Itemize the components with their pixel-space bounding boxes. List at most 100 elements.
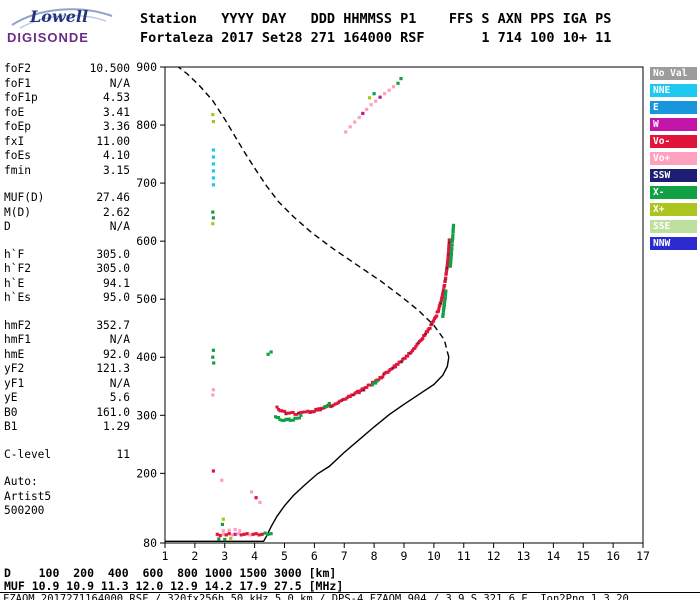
param-row-clevel: C-level 11 — [4, 448, 130, 463]
y-tick-label: 400 — [136, 350, 157, 364]
legend-item-e: E — [650, 101, 697, 114]
param-value: 121.3 — [96, 362, 130, 375]
x-tick-label: 8 — [371, 549, 378, 563]
x-tick-label: 3 — [221, 549, 228, 563]
param-label: fxI — [4, 134, 25, 148]
param-label: MUF(D) — [4, 191, 45, 204]
param-value: 305.0 — [96, 262, 130, 275]
logo-lowell-text: Lowell — [30, 7, 89, 26]
param-row-he: h`E 94.1 — [4, 277, 130, 292]
param-value: 27.46 — [96, 191, 130, 204]
x-tick-label: 4 — [251, 549, 258, 563]
file-info-line: FZAOM_2017271164000.RSF / 320fx256h 50 k… — [3, 593, 629, 600]
y-tick-label: 300 — [136, 408, 157, 422]
param-row-hf2: h`F2 305.0 — [4, 262, 130, 277]
legend-item-vo-: Vo- — [650, 135, 697, 148]
param-value: 3.41 — [103, 105, 130, 119]
param-value: 305.0 — [96, 247, 130, 261]
param-label: B0 — [4, 405, 18, 419]
param-value: N/A — [109, 376, 130, 390]
param-value: 2.62 — [103, 205, 130, 219]
param-value: 94.1 — [103, 276, 130, 290]
param-label: hmF2 — [4, 318, 31, 332]
param-label: yF1 — [4, 376, 25, 390]
param-label: h`Es — [4, 291, 31, 304]
param-row-fof1: foF1 N/A — [4, 77, 130, 92]
x-tick-label: 5 — [281, 549, 288, 563]
param-row-d: D N/A — [4, 220, 130, 235]
es-layer-and-scatter-echoes — [211, 77, 403, 542]
param-value: 10.500 — [89, 62, 130, 75]
param-row-500200: 500200 — [4, 504, 130, 519]
param-row-hf: h`F 305.0 — [4, 248, 130, 263]
legend-item-w: W — [650, 118, 697, 131]
legend-item-x-: X- — [650, 186, 697, 199]
param-value: 1.29 — [103, 420, 130, 433]
modeled-topside-profile — [177, 66, 450, 358]
param-value: 3.15 — [103, 163, 130, 177]
param-row-b1: B1 1.29 — [4, 420, 130, 435]
param-row-fof1p: foF1p 4.53 — [4, 91, 130, 106]
o-mode-f-trace — [275, 238, 451, 416]
x-tick-label: 6 — [311, 549, 318, 563]
param-row-foep: foEp 3.36 — [4, 120, 130, 135]
x-tick-label: 13 — [517, 549, 531, 563]
x-tick-label: 10 — [427, 549, 441, 563]
param-row-b0: B0 161.0 — [4, 406, 130, 421]
param-value: 4.10 — [103, 149, 130, 162]
param-row-fmin: fmin 3.15 — [4, 164, 130, 179]
parameter-group: C-level 11 — [4, 448, 130, 463]
param-row-foe: foE 3.41 — [4, 106, 130, 121]
param-label: h`F — [4, 247, 25, 261]
param-label: foEp — [4, 120, 31, 133]
legend-item-ssw: SSW — [650, 169, 697, 182]
param-label: h`F2 — [4, 262, 31, 275]
y-tick-label: 600 — [136, 234, 157, 248]
x-tick-label: 7 — [341, 549, 348, 563]
y-tick-label: 900 — [136, 60, 157, 74]
logo-digisonde-text: DIGISONDE — [7, 30, 89, 45]
distance-row: D 100 200 400 600 800 1000 1500 3000 [km… — [4, 566, 337, 580]
lowell-digisonde-logo: Lowell DIGISONDE — [6, 4, 118, 50]
param-label: hmE — [4, 347, 25, 361]
x-tick-label: 12 — [487, 549, 501, 563]
muf-values-row: MUF 10.9 10.9 11.3 12.0 12.9 14.2 17.9 2… — [4, 579, 344, 593]
y-tick-label: 200 — [136, 466, 157, 480]
param-value: 4.53 — [103, 91, 130, 104]
x-tick-label: 16 — [606, 549, 620, 563]
param-row-ye: yE 5.6 — [4, 391, 130, 406]
param-label: foF1 — [4, 76, 31, 90]
legend-item-vo+: Vo+ — [650, 152, 697, 165]
param-value: N/A — [109, 333, 130, 346]
parameter-group: hmF2 352.7 hmF1 N/A hmE 92.0 yF2 121.3 yF1 N/A yE 5… — [4, 319, 130, 435]
legend-item-sse: SSE — [650, 220, 697, 233]
parameter-group: foF2 10.500 foF1 N/A foF1p 4.53 foE 3.41 foEp 3.3… — [4, 62, 130, 178]
param-label: foE — [4, 105, 25, 119]
param-value: 11.00 — [96, 134, 130, 148]
param-row-md: M(D) 2.62 — [4, 206, 130, 221]
x-mode-f-trace — [273, 223, 456, 422]
param-row-mufd: MUF(D) 27.46 — [4, 191, 130, 206]
param-row-fxi: fxI 11.00 — [4, 135, 130, 150]
legend-item-nnw: NNW — [650, 237, 697, 250]
x-tick-label: 11 — [457, 549, 471, 563]
param-value: 352.7 — [96, 318, 130, 332]
param-label: D — [4, 220, 11, 233]
x-tick-label: 17 — [636, 549, 650, 563]
param-value: 95.0 — [103, 291, 130, 304]
param-row-auto: Auto: — [4, 475, 130, 490]
param-label: foF1p — [4, 91, 38, 104]
param-label: yF2 — [4, 362, 25, 375]
param-row-hme: hmE 92.0 — [4, 348, 130, 363]
param-label: hmF1 — [4, 333, 31, 346]
parameter-group: Auto: Artist5 500200 — [4, 475, 130, 519]
footer-divider — [0, 592, 700, 593]
param-label: Artist5 — [4, 489, 52, 503]
param-label: h`E — [4, 276, 25, 290]
param-row-hes: h`Es 95.0 — [4, 291, 130, 306]
param-row-hmf2: hmF2 352.7 — [4, 319, 130, 334]
param-label: 500200 — [4, 504, 45, 517]
param-label: foF2 — [4, 62, 31, 75]
